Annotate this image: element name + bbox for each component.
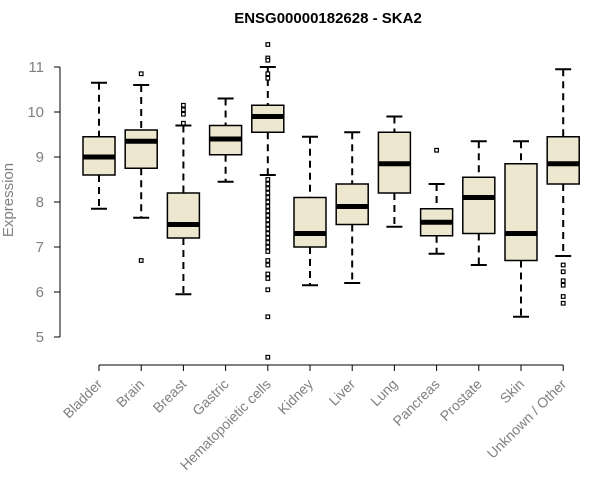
x-tick-label: Unknown / Other — [484, 376, 570, 462]
outlier-point — [265, 222, 271, 227]
outlier-point — [265, 226, 271, 232]
outlier-point — [265, 195, 271, 200]
outlier-point — [265, 208, 271, 214]
box-gastric — [208, 97, 243, 183]
outlier-point — [265, 42, 271, 47]
outlier-point — [265, 314, 271, 320]
outlier-point — [265, 204, 271, 209]
y-tick-label: 9 — [36, 149, 44, 166]
outlier-point — [265, 186, 271, 191]
x-tick-label: Lung — [367, 376, 400, 409]
box-bladder — [82, 81, 116, 210]
outlier-point — [265, 258, 271, 263]
box-unknown-other — [546, 68, 580, 306]
outlier-point — [265, 213, 271, 218]
outlier-point — [265, 181, 271, 187]
x-tick-label: Breast — [150, 376, 190, 416]
outlier-point — [560, 278, 566, 284]
box-hematopoietic-cells — [251, 42, 285, 360]
outlier-point — [265, 177, 271, 182]
box-prostate — [462, 140, 496, 266]
outlier-point — [265, 354, 271, 360]
outlier-point — [265, 287, 271, 293]
outlier-point — [181, 102, 186, 108]
box-liver — [335, 131, 369, 284]
y-tick-label: 6 — [36, 284, 44, 301]
iqr-box — [293, 196, 327, 248]
outlier-point — [138, 71, 144, 77]
iqr-box — [504, 163, 538, 262]
outlier-point — [265, 231, 271, 236]
outlier-point — [265, 244, 271, 250]
x-tick-label: Brain — [113, 376, 147, 410]
box-brain — [124, 71, 158, 263]
y-tick-label: 11 — [28, 59, 44, 76]
y-tick-label: 7 — [36, 239, 44, 256]
outlier-point — [560, 294, 566, 299]
outlier-point — [265, 240, 271, 245]
x-tick-label: Prostate — [437, 376, 485, 424]
x-tick-label: Kidney — [275, 376, 317, 418]
box-lung — [377, 115, 412, 228]
iqr-box — [546, 136, 580, 185]
y-axis: 5 6 7 8 9 10 11 — [27, 59, 61, 346]
box-breast — [166, 102, 201, 296]
outlier-point — [265, 262, 271, 268]
x-tick-label: Bladder — [60, 376, 106, 422]
outlier-point — [265, 271, 271, 277]
y-tick-label: 8 — [36, 194, 44, 211]
outlier-point — [434, 147, 439, 153]
box-skin — [504, 140, 538, 318]
y-axis-label: Expression — [0, 163, 17, 237]
y-tick-label: 10 — [27, 104, 44, 121]
chart-title: ENSG00000182628 - SKA2 — [234, 10, 422, 27]
outlier-point — [265, 75, 271, 81]
iqr-box — [462, 176, 496, 235]
outlier-point — [560, 262, 566, 268]
outlier-point — [265, 235, 271, 241]
outlier-point — [181, 111, 186, 117]
box-pancreas — [419, 147, 454, 255]
outlier-point — [138, 258, 144, 263]
y-tick-label: 5 — [36, 329, 44, 346]
boxes-group — [82, 42, 580, 360]
outlier-point — [560, 282, 566, 288]
outlier-point — [265, 217, 271, 223]
x-tick-label: Pancreas — [390, 376, 443, 429]
outlier-point — [265, 276, 271, 281]
box-kidney — [293, 135, 327, 287]
outlier-point — [265, 57, 271, 63]
outlier-point — [265, 199, 271, 205]
x-tick-label: Skin — [497, 376, 528, 407]
outlier-point — [560, 269, 566, 275]
iqr-box — [124, 129, 158, 169]
outlier-point — [265, 249, 271, 254]
outlier-point — [181, 120, 186, 126]
outlier-point — [265, 190, 271, 196]
outlier-point — [560, 300, 566, 306]
outlier-point — [181, 107, 186, 113]
x-tick-label: Liver — [326, 376, 359, 409]
iqr-box — [166, 192, 201, 239]
outlier-point — [265, 71, 271, 77]
